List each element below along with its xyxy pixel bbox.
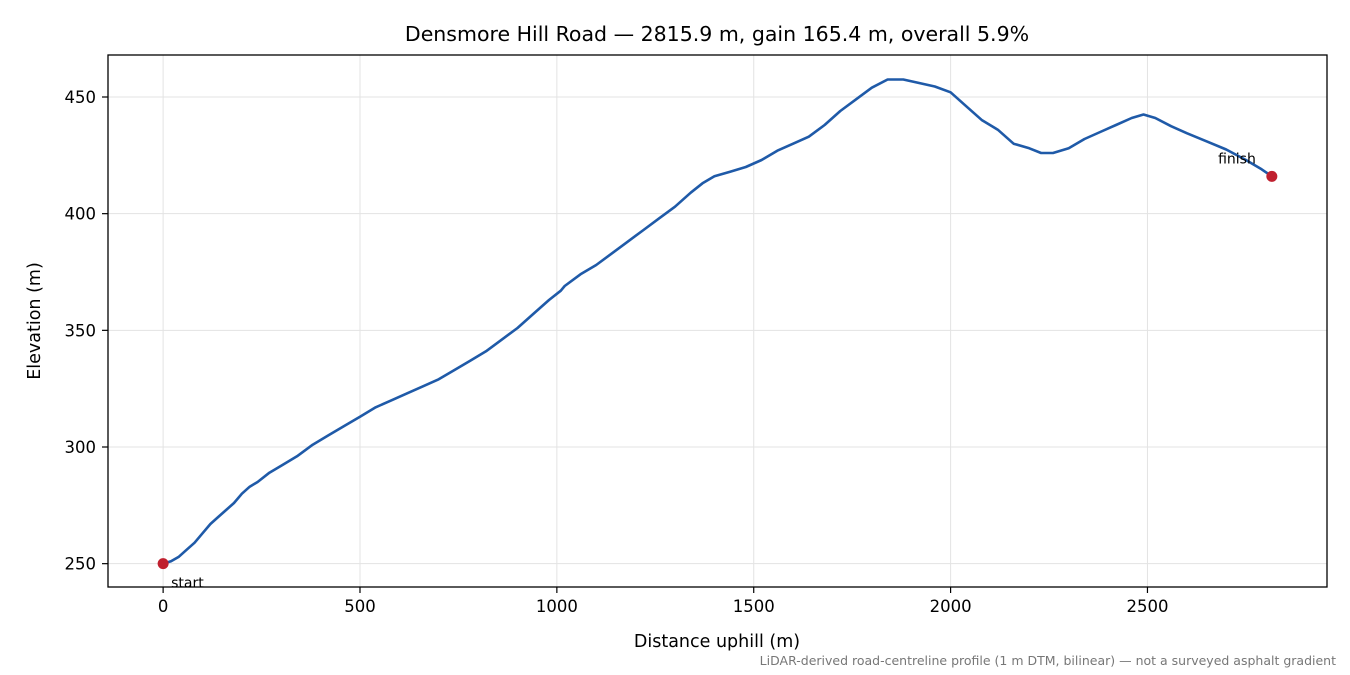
- start-marker: [157, 558, 169, 570]
- y-tick-label: 450: [65, 88, 97, 107]
- elevation-line: [161, 78, 1274, 566]
- y-axis-label: Elevation (m): [25, 262, 45, 380]
- y-tick-label: 250: [65, 555, 97, 574]
- chart-title: Densmore Hill Road — 2815.9 m, gain 165.…: [405, 22, 1029, 46]
- x-tick-label: 2500: [1126, 597, 1168, 616]
- start-label: start: [171, 576, 204, 592]
- x-tick-label: 1500: [733, 597, 775, 616]
- finish-marker: [1266, 170, 1278, 182]
- marker-layer: start finish: [157, 151, 1278, 592]
- plot-frame: [107, 54, 1328, 588]
- finish-label: finish: [1218, 151, 1256, 167]
- y-tick-label: 350: [65, 321, 97, 340]
- x-tick-label: 1000: [536, 597, 578, 616]
- series-layer: [161, 78, 1274, 566]
- x-tick-label: 0: [158, 597, 169, 616]
- y-tick-label: 300: [65, 438, 97, 457]
- tick-layer: 0 500 1000 1500 2000 2500 250 300 350 400 450: [65, 88, 1169, 616]
- x-axis-label: Distance uphill (m): [634, 632, 800, 652]
- chart-footnote: LiDAR-derived road-centreline profile (1…: [760, 653, 1336, 668]
- x-tick-label: 500: [344, 597, 376, 616]
- y-tick-label: 400: [65, 205, 97, 224]
- x-tick-label: 2000: [930, 597, 972, 616]
